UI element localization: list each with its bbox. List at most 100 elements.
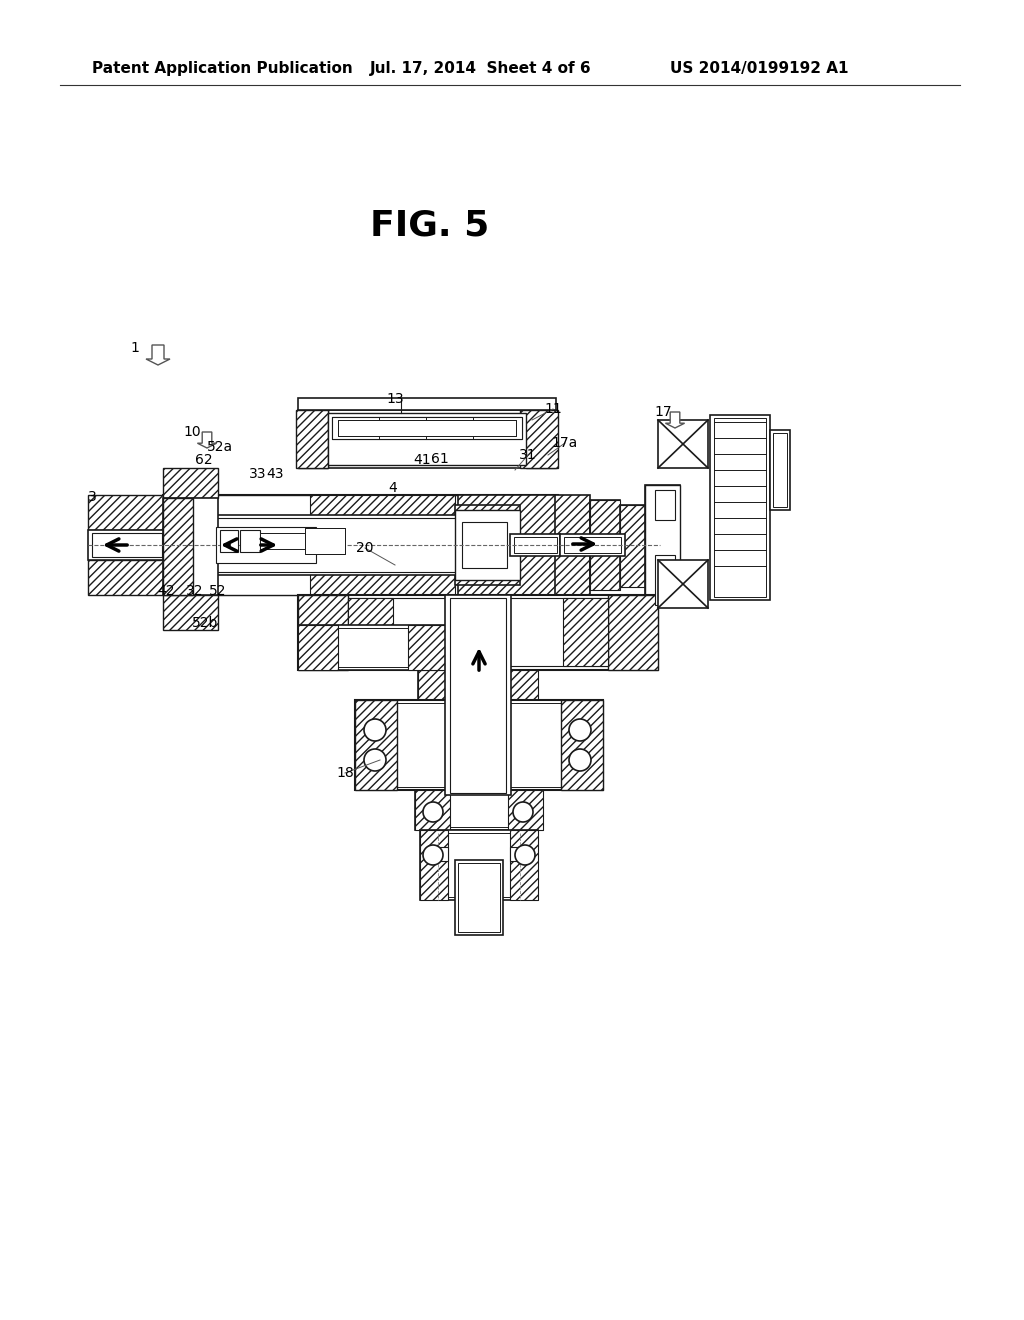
Bar bbox=[655, 554, 675, 605]
Circle shape bbox=[569, 748, 591, 771]
Bar bbox=[510, 830, 538, 900]
Bar bbox=[608, 595, 658, 671]
Bar bbox=[645, 484, 680, 605]
Bar bbox=[418, 793, 540, 828]
Bar bbox=[240, 531, 260, 552]
Bar bbox=[88, 531, 166, 560]
Bar bbox=[520, 411, 558, 469]
Bar bbox=[338, 420, 516, 436]
Bar bbox=[348, 598, 608, 667]
Bar bbox=[420, 830, 449, 900]
Text: 11: 11 bbox=[544, 403, 562, 416]
Bar bbox=[216, 517, 470, 572]
Bar bbox=[415, 789, 450, 830]
Bar bbox=[420, 830, 538, 900]
Bar bbox=[163, 495, 213, 595]
Circle shape bbox=[364, 748, 386, 771]
Bar bbox=[298, 595, 348, 671]
Text: 1: 1 bbox=[130, 341, 139, 355]
Bar bbox=[620, 506, 645, 587]
Bar bbox=[421, 673, 535, 697]
Bar bbox=[348, 598, 393, 667]
Text: 61: 61 bbox=[431, 451, 449, 466]
Bar bbox=[561, 700, 603, 789]
Text: 13: 13 bbox=[386, 392, 403, 407]
Bar bbox=[590, 500, 620, 590]
Bar bbox=[563, 598, 608, 667]
Text: Patent Application Publication: Patent Application Publication bbox=[92, 61, 352, 75]
Bar bbox=[260, 533, 305, 549]
Circle shape bbox=[515, 845, 535, 865]
Text: 20: 20 bbox=[356, 541, 374, 554]
Circle shape bbox=[423, 845, 443, 865]
Bar bbox=[510, 847, 528, 861]
Bar bbox=[508, 789, 543, 830]
Bar bbox=[88, 560, 168, 595]
Bar bbox=[455, 506, 520, 585]
Bar bbox=[458, 495, 558, 595]
Bar bbox=[163, 498, 218, 595]
Bar bbox=[358, 704, 600, 787]
Text: 10: 10 bbox=[183, 425, 201, 440]
Bar bbox=[510, 535, 560, 556]
Bar bbox=[298, 595, 658, 671]
Text: 42: 42 bbox=[158, 583, 175, 598]
Bar bbox=[332, 417, 522, 440]
Bar bbox=[163, 595, 218, 630]
Bar bbox=[415, 789, 543, 830]
Bar bbox=[301, 628, 445, 667]
Bar bbox=[332, 417, 522, 440]
Text: 52b: 52b bbox=[191, 616, 218, 630]
Text: 33: 33 bbox=[249, 467, 266, 480]
Text: Jul. 17, 2014  Sheet 4 of 6: Jul. 17, 2014 Sheet 4 of 6 bbox=[370, 61, 592, 75]
Bar bbox=[555, 495, 590, 595]
Text: 4: 4 bbox=[389, 480, 397, 495]
Text: 52: 52 bbox=[209, 583, 226, 598]
Polygon shape bbox=[198, 432, 217, 447]
Bar bbox=[564, 537, 621, 553]
Bar bbox=[163, 498, 193, 595]
Polygon shape bbox=[146, 345, 170, 366]
Bar bbox=[298, 399, 556, 411]
Text: 41: 41 bbox=[414, 453, 431, 467]
Text: 52a: 52a bbox=[207, 440, 233, 454]
Bar bbox=[423, 833, 535, 898]
Bar bbox=[298, 624, 449, 671]
Bar bbox=[450, 598, 506, 793]
Bar bbox=[220, 531, 238, 552]
Circle shape bbox=[513, 803, 534, 822]
Bar bbox=[770, 430, 790, 510]
Bar bbox=[163, 469, 218, 498]
Bar bbox=[213, 495, 508, 595]
Bar bbox=[445, 595, 511, 795]
Bar bbox=[455, 861, 503, 935]
Bar bbox=[310, 495, 455, 545]
Bar bbox=[714, 418, 766, 597]
Bar bbox=[408, 624, 449, 671]
Polygon shape bbox=[666, 412, 685, 428]
Bar bbox=[355, 700, 603, 789]
Bar bbox=[310, 545, 455, 595]
Bar bbox=[430, 847, 449, 861]
Bar bbox=[418, 671, 458, 700]
Text: 32: 32 bbox=[186, 583, 204, 598]
Bar bbox=[655, 490, 675, 520]
Text: 3: 3 bbox=[88, 490, 96, 504]
Bar bbox=[773, 433, 787, 507]
Text: 17: 17 bbox=[654, 405, 672, 418]
Bar bbox=[645, 484, 680, 605]
Bar bbox=[498, 671, 538, 700]
Bar bbox=[458, 863, 500, 932]
Bar bbox=[163, 495, 558, 595]
Bar bbox=[620, 506, 645, 587]
Bar bbox=[328, 413, 526, 465]
Bar bbox=[526, 411, 556, 469]
Text: 17a: 17a bbox=[552, 436, 579, 450]
Bar bbox=[92, 533, 162, 557]
Bar bbox=[298, 411, 556, 469]
Bar bbox=[355, 700, 397, 789]
Bar bbox=[298, 624, 338, 671]
Bar bbox=[216, 527, 316, 564]
Text: US 2014/0199192 A1: US 2014/0199192 A1 bbox=[670, 61, 849, 75]
Circle shape bbox=[423, 803, 443, 822]
